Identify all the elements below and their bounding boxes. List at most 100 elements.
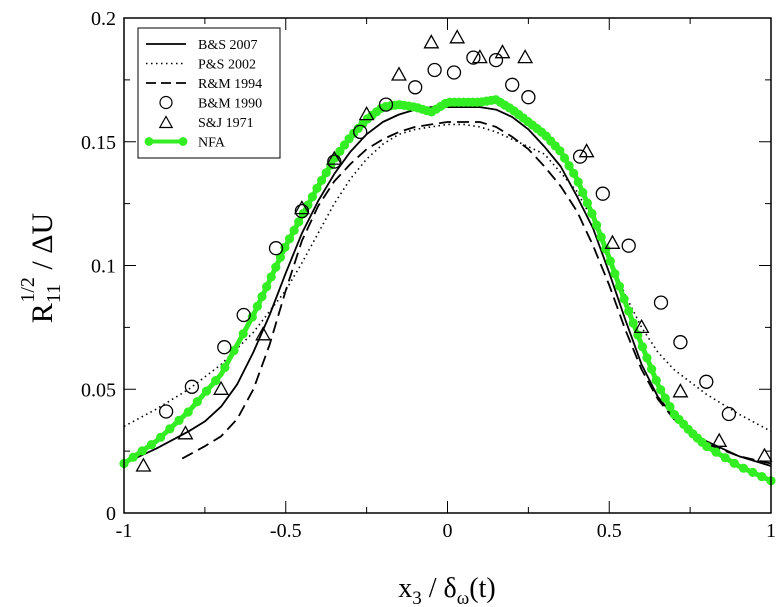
y-tick-label: 0.15 [81, 132, 116, 154]
x-tick-label: -0.5 [270, 520, 302, 542]
y-axis-title-sup: 1/2 [17, 277, 39, 303]
nfa-point [156, 432, 166, 442]
nfa-point [266, 272, 276, 282]
nfa-point [211, 376, 221, 386]
legend-item-b-s-2007: B&S 2007 [146, 38, 258, 53]
nfa-point [201, 386, 212, 396]
legend-item-r-m-1994: R&M 1994 [146, 77, 262, 92]
y-tick-label: 0.05 [81, 379, 116, 401]
nfa-point [569, 168, 579, 178]
nfa-point [238, 329, 248, 339]
nfa-point [711, 447, 721, 457]
nfa-point [748, 467, 758, 477]
nfa-point [559, 153, 570, 163]
nfa-point [656, 385, 666, 395]
nfa-point [247, 312, 257, 322]
bm-1990-point [488, 52, 504, 68]
x-tick-label: 1 [766, 520, 776, 542]
bm-1990-point [653, 295, 669, 310]
nfa-point [183, 407, 193, 417]
sj-1971-point [672, 383, 689, 398]
legend-item-b-m-1990: B&M 1990 [159, 95, 262, 112]
nfa-point [757, 472, 767, 482]
sj-1971-point [494, 44, 511, 59]
legend-label: R&M 1994 [198, 77, 262, 92]
bm-1990-point [699, 374, 714, 389]
bm-1990-point [521, 90, 536, 105]
x-axis-title: x3 / δω(t) [398, 573, 495, 607]
nfa-point [647, 364, 657, 374]
nfa-point [601, 244, 611, 254]
nfa-point [252, 301, 262, 311]
legend-swatch-triangle [158, 115, 174, 129]
y-tick-label: 0.1 [91, 256, 116, 278]
y-axis-title-main: R [26, 303, 59, 323]
x-tick-label: 0 [443, 520, 453, 542]
nfa-point [738, 463, 749, 473]
legend-box [137, 27, 281, 159]
nfa-point [307, 192, 317, 202]
nfa-point [289, 225, 299, 235]
nfa-point [128, 452, 138, 462]
nfa-point [146, 440, 157, 450]
legend-swatch-dot [144, 137, 154, 146]
y-tick-label: 0.2 [91, 8, 116, 30]
nfa-point [587, 208, 597, 219]
y-tick-label: 0 [106, 503, 116, 525]
nfa-point [660, 393, 670, 403]
nfa-point [624, 306, 634, 316]
nfa-point [317, 175, 327, 185]
bm-1990-point [158, 404, 174, 419]
nfa-point [578, 187, 588, 198]
x-tick-label: 0.5 [597, 520, 622, 542]
sj-1971-point [293, 200, 310, 215]
bm-1990-point [673, 335, 688, 350]
series-layer [119, 29, 776, 486]
nfa-point [619, 294, 629, 304]
sj-1971-point [604, 234, 621, 249]
bm-1990-point [294, 203, 310, 219]
nfa-point [229, 346, 239, 356]
x-axis-title-sub2: ω [457, 588, 470, 607]
nfa-point [174, 415, 184, 425]
nfa-point [555, 146, 565, 156]
sj-1971-point [517, 49, 534, 64]
sj-1971-point [633, 318, 650, 334]
bm-1990-point [721, 406, 737, 422]
nfa-point [220, 362, 230, 373]
nfa-point [257, 291, 267, 302]
legend-swatch-circle [159, 95, 173, 110]
legend-swatch-dot [178, 137, 188, 146]
nfa-point [294, 217, 304, 227]
bm-1990-point [505, 77, 520, 92]
bm-1990-point [408, 80, 423, 95]
bm-1990-point [236, 307, 251, 323]
nfa-point [610, 269, 620, 279]
bm-1990-point [595, 186, 610, 201]
nfa-point [665, 402, 675, 412]
sj-1971-point [756, 447, 773, 462]
x-axis-title-tail: (t) [469, 573, 495, 604]
y-axis-title-sub: 11 [43, 285, 65, 304]
nfa-point [573, 177, 583, 187]
legend-label: B&S 2007 [198, 38, 258, 53]
x-axis-title-mid: / δ [422, 573, 457, 604]
nfa-point [192, 397, 202, 407]
nfa-point [582, 198, 593, 208]
series-line-r-m-1994 [181, 121, 772, 465]
nfa-point [312, 183, 322, 193]
bm-1990-point [217, 340, 232, 355]
sj-1971-point [177, 425, 194, 440]
legend-label: NFA [198, 136, 226, 151]
y-axis-title: R111/2 / ΔU [17, 212, 65, 323]
nfa-point [165, 424, 175, 434]
legend-item-nfa: NFA [144, 136, 226, 151]
legend-label: B&M 1990 [198, 97, 262, 112]
nfa-point [262, 282, 272, 292]
nfa-point [335, 146, 345, 156]
sj-1971-point [135, 457, 152, 472]
nfa-point [729, 458, 739, 468]
nfa-point [720, 453, 730, 463]
nfa-point [637, 342, 648, 352]
